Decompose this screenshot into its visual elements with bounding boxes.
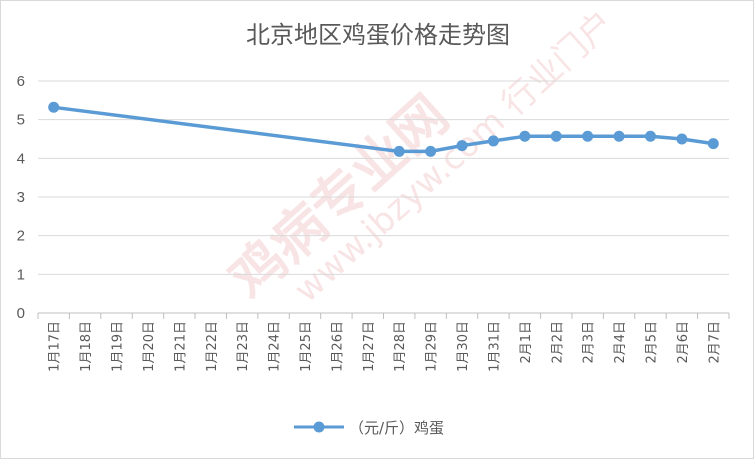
- x-tick-label: 1月20日: [142, 321, 157, 372]
- data-point-2月7日: [707, 138, 719, 150]
- data-point-1月17日: [48, 101, 60, 113]
- x-tick-label: 1月30日: [456, 321, 471, 372]
- x-tick-label: 2月7日: [707, 321, 722, 364]
- x-tick-label: 1月25日: [299, 321, 314, 372]
- x-tick-label: 1月29日: [425, 321, 440, 372]
- data-point-2月5日: [644, 130, 656, 142]
- legend: （元/斤）鸡蛋: [294, 419, 444, 437]
- data-point-1月31日: [487, 135, 499, 147]
- x-tick-label: 1月26日: [330, 321, 345, 372]
- x-tick-label: 2月2日: [550, 321, 565, 364]
- legend-label: （元/斤）鸡蛋: [349, 419, 444, 437]
- x-tick-label: 2月1日: [519, 321, 534, 364]
- chart-title: 北京地区鸡蛋价格走势图: [246, 21, 510, 49]
- x-tick-label: 1月31日: [487, 321, 502, 372]
- x-tick-label: 2月3日: [582, 321, 597, 364]
- y-tick-label: 0: [17, 305, 25, 322]
- x-tick-label: 1月27日: [362, 321, 377, 372]
- x-tick-label: 1月21日: [173, 321, 188, 372]
- data-point-2月1日: [519, 130, 531, 142]
- data-point-1月30日: [456, 140, 468, 152]
- x-tick-label: 1月24日: [268, 321, 283, 372]
- data-point-1月28日: [393, 145, 405, 157]
- y-tick-label: 6: [17, 73, 25, 90]
- x-tick-label: 1月17日: [48, 321, 63, 372]
- y-tick-label: 1: [17, 266, 25, 283]
- y-tick-label: 5: [17, 112, 25, 129]
- x-tick-label: 1月18日: [79, 321, 94, 372]
- x-tick-label: 2月5日: [644, 321, 659, 364]
- series-layer: [48, 101, 719, 157]
- x-tick-label: 2月4日: [613, 321, 628, 364]
- y-tick-label: 4: [17, 150, 25, 167]
- x-tick-label: 1月22日: [205, 321, 220, 372]
- data-point-2月4日: [613, 130, 625, 142]
- x-axis: 1月17日 1月18日 1月19日 1月20日 1月21日 1月22日 1月23日 1月24日…: [37, 312, 730, 372]
- x-tick-label: 2月6日: [676, 321, 691, 364]
- y-tick-label: 3: [17, 189, 25, 206]
- watermark: 鸡病专业网 www.jbzyw.com 行业门户: [218, 3, 622, 310]
- y-tick-label: 2: [17, 228, 25, 245]
- data-point-2月6日: [676, 133, 688, 145]
- x-tick-label: 1月19日: [111, 321, 126, 372]
- x-tick-label: 1月28日: [393, 321, 408, 372]
- data-point-2月3日: [582, 130, 594, 142]
- data-point-2月2日: [550, 130, 562, 142]
- data-point-1月29日: [425, 145, 437, 157]
- y-axis: 0 1 2 3 4 5 6: [17, 73, 25, 322]
- x-tick-label: 1月23日: [236, 321, 251, 372]
- legend-marker: [313, 421, 325, 433]
